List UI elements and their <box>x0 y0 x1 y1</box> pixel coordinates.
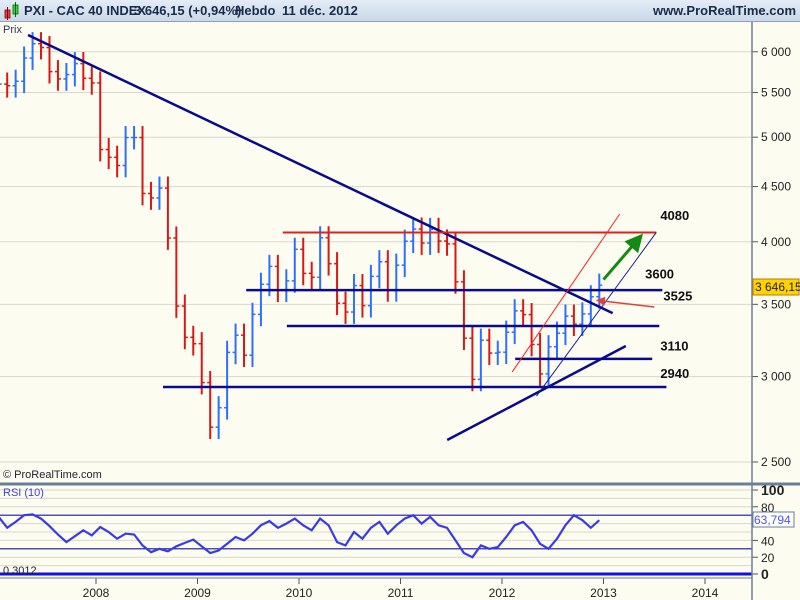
rsi-tick-label: 40 <box>761 534 775 548</box>
period: Hebdo <box>235 3 276 18</box>
price-tick-label: 3 000 <box>761 370 791 384</box>
price-panel-bg <box>0 22 752 483</box>
level-label: 2940 <box>660 366 689 381</box>
date: 11 déc. 2012 <box>282 3 358 18</box>
candlestick-logo-icon <box>4 2 19 20</box>
level-label: 3525 <box>663 288 692 303</box>
price-tick-label: 5 000 <box>761 130 791 144</box>
rsi-panel-label: RSI (10) <box>3 487 44 499</box>
website-link[interactable]: www.ProRealTime.com <box>652 3 796 18</box>
rsi-line <box>0 513 601 559</box>
rsi-min-label: 0,3012 <box>3 565 37 577</box>
red-arrow-icon <box>595 296 655 308</box>
title-bar: PXI - CAC 40 INDEX 3 646,15 (+0,94%) Heb… <box>0 0 800 22</box>
level-label: 3600 <box>645 266 674 281</box>
price-change: 3 646,15 (+0,94%) <box>134 3 242 18</box>
price-tick-label: 2 500 <box>761 455 791 469</box>
level-label: 4080 <box>660 208 689 223</box>
time-tick-label: 2011 <box>388 586 414 600</box>
copyright: © ProRealTime.com <box>3 469 102 481</box>
price-tick-label: 3 500 <box>761 297 791 311</box>
time-axis-bg <box>0 578 752 600</box>
rising-support-line <box>446 344 627 442</box>
last-rsi-badge <box>752 511 795 528</box>
price-tick-label: 6 000 <box>761 45 791 59</box>
price-tick-label: 4 500 <box>761 180 791 194</box>
time-tick-label: 2008 <box>83 586 110 600</box>
time-tick-label: 2012 <box>489 586 516 600</box>
time-tick-label: 2010 <box>286 586 313 600</box>
last-price-badge <box>752 278 800 296</box>
channel-lower-line <box>536 232 657 397</box>
rsi-tick-label: 0 <box>761 566 769 582</box>
last-rsi-label: 63,794 <box>754 513 791 527</box>
channel-upper-line <box>511 213 621 373</box>
long-downtrend-line <box>27 33 614 315</box>
level-label: 3110 <box>660 339 688 354</box>
symbol-title: PXI - CAC 40 INDEX <box>24 3 147 18</box>
last-price-label: 3 646,15 <box>755 280 800 294</box>
rsi-tick-label: 20 <box>761 551 775 565</box>
time-tick-label: 2009 <box>184 586 211 600</box>
price-tick-label: 5 500 <box>761 86 791 100</box>
rsi-tick-label: 100 <box>761 482 785 498</box>
green-arrow-icon <box>602 233 644 281</box>
price-panel-label: Prix <box>3 24 22 36</box>
time-tick-label: 2014 <box>692 586 719 600</box>
time-tick-label: 2013 <box>590 586 617 600</box>
axis-bg <box>752 22 800 600</box>
price-tick-label: 4 000 <box>761 235 791 249</box>
rsi-tick-label: 80 <box>761 501 775 515</box>
